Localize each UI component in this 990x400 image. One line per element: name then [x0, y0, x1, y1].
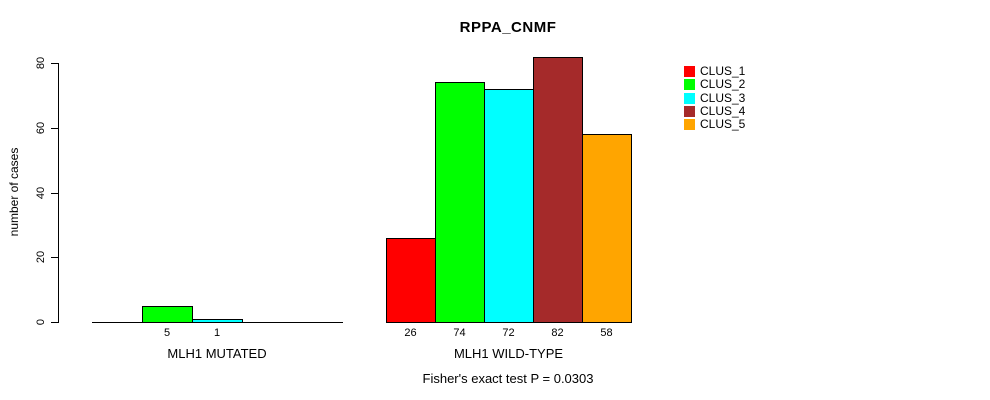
y-tick-mark: [51, 322, 58, 323]
legend-color-swatch: [684, 66, 695, 77]
y-tick-mark: [51, 128, 58, 129]
y-tick-label: 40: [35, 186, 47, 200]
legend-label: CLUS_2: [700, 77, 746, 92]
y-tick-label: 80: [35, 56, 47, 70]
bar-value-label: 58: [600, 327, 613, 339]
bar-value-label: 5: [163, 327, 171, 339]
y-axis-line: [58, 63, 59, 323]
y-tick-mark: [51, 257, 58, 258]
fisher-test-note: Fisher's exact test P = 0.0303: [422, 371, 594, 386]
legend-color-swatch: [684, 105, 695, 117]
bar-clus_1: [386, 238, 436, 323]
y-axis-label: number of cases: [7, 147, 21, 237]
chart-title: RPPA_CNMF: [459, 19, 557, 36]
legend-color-swatch: [684, 119, 695, 131]
y-tick-label: 60: [35, 121, 47, 135]
bar-clus_4: [533, 57, 583, 323]
bar-clus_2: [142, 306, 193, 323]
bar-value-label: 74: [453, 327, 466, 339]
bar-clus_3: [484, 89, 534, 323]
group-label: MLH1 WILD-TYPE: [453, 346, 564, 361]
legend-label: CLUS_1: [700, 64, 746, 78]
legend-label: CLUS_3: [700, 90, 746, 105]
y-tick-label: 20: [35, 250, 47, 264]
y-tick-label: 0: [35, 318, 47, 326]
y-tick-mark: [51, 193, 58, 194]
legend-label: CLUS_5: [700, 117, 746, 132]
bar-clus_5: [582, 134, 632, 323]
bar-value-label: 72: [502, 327, 515, 339]
legend-color-swatch: [684, 79, 695, 91]
y-tick-mark: [51, 63, 58, 64]
bar-clus_2: [435, 82, 485, 323]
bar-value-label: 26: [404, 327, 417, 339]
group-label: MLH1 MUTATED: [167, 346, 267, 361]
bar-value-label: 82: [551, 327, 564, 339]
legend-color-swatch: [684, 92, 695, 104]
legend-label: CLUS_4: [700, 103, 746, 118]
bar-value-label: 1: [213, 327, 221, 339]
bar-clus_3: [192, 319, 243, 323]
